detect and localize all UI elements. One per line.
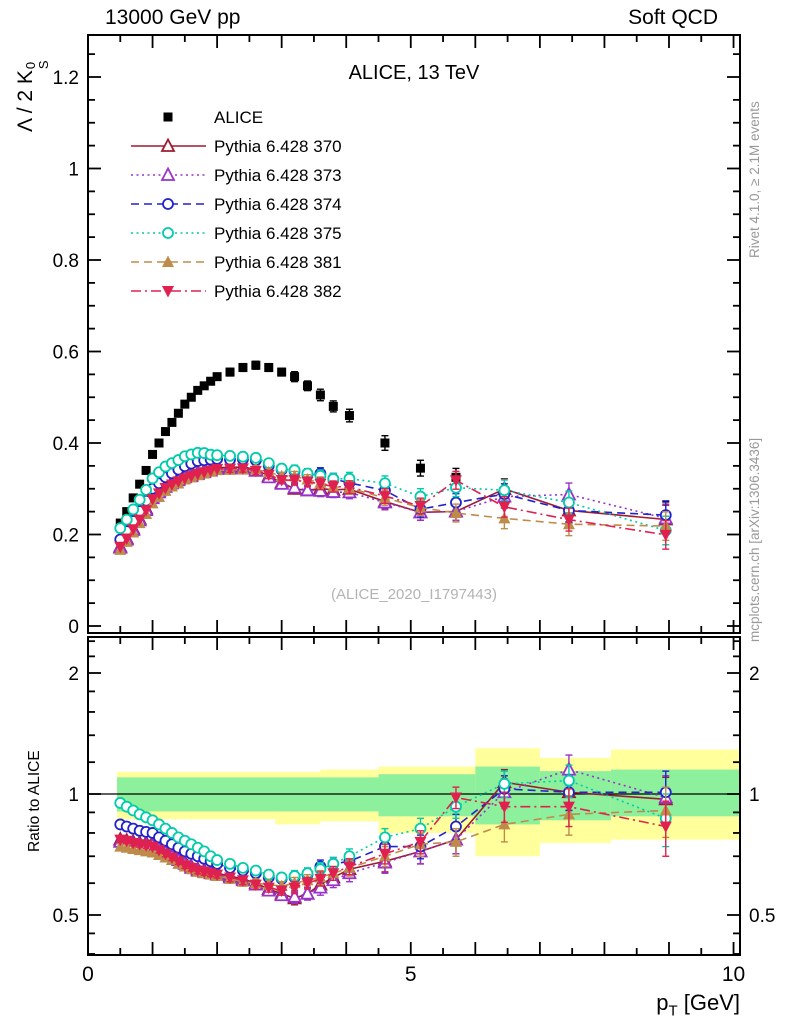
- rivet-version-note: Rivet 4.1.0, ≥ 2.1M events: [747, 101, 762, 258]
- band-green-segment: [610, 769, 740, 817]
- tick-label: Pythia 6.428 373: [214, 166, 342, 185]
- header-process-tag: Soft QCD: [628, 6, 718, 29]
- analysis-id-watermark: (ALICE_2020_I1797443): [331, 586, 497, 603]
- tick-label: ALICE: [214, 108, 263, 127]
- x-axis-label-pt: p: [656, 990, 669, 1015]
- tick-label: 10: [722, 963, 745, 986]
- x-axis-label-unit: [GeV]: [677, 990, 740, 1015]
- tick-label: 1: [749, 785, 760, 806]
- tick-label: 0.8: [53, 251, 79, 272]
- x-axis-label: pT [GeV]: [656, 990, 740, 1019]
- legend: ALICE Pythia 6.428 370 Pythia 6.428 373 Pyt…: [131, 108, 342, 301]
- tick-label: 1: [68, 785, 79, 806]
- ratio-y-axis-label: Ratio to ALICE: [26, 750, 43, 852]
- series-pythia-6428-382-main: [114, 463, 672, 554]
- tick-label: 0.5: [53, 906, 79, 927]
- series-pythia-6428-382-ratio: [114, 786, 672, 898]
- tick-label: 1.2: [53, 68, 79, 89]
- tick-label: 0: [68, 617, 79, 638]
- tick-label: 0.5: [749, 906, 775, 927]
- tick-label: 0: [82, 963, 94, 986]
- tick-label: 0.2: [53, 526, 79, 547]
- legend-item-pythia-6-428-373: Pythia 6.428 373: [131, 166, 342, 185]
- x-axis-label-sub: T: [668, 1002, 678, 1020]
- mcplots-arxiv-note: mcplots.cern.ch [arXiv:1306.3436]: [747, 437, 762, 642]
- k0s-subscript: S: [36, 60, 51, 70]
- legend-item-pythia-6-428-382: Pythia 6.428 382: [131, 282, 342, 301]
- tick-label: Pythia 6.428 374: [214, 195, 342, 214]
- legend-item-pythia-6-428-375: Pythia 6.428 375: [131, 224, 342, 243]
- tick-label: 0.4: [53, 434, 80, 455]
- series-alice-main: [115, 360, 671, 532]
- tick-label: 1: [68, 160, 79, 181]
- tick-label: 2: [749, 664, 760, 685]
- main-panel-frame: [87, 34, 741, 634]
- tick-label: Pythia 6.428 381: [214, 253, 342, 272]
- tick-label: Pythia 6.428 382: [214, 282, 342, 301]
- tick-label: Pythia 6.428 375: [214, 224, 342, 243]
- uncertainty-bands: [117, 748, 740, 857]
- plot-title: ALICE, 13 TeV: [348, 62, 480, 84]
- tick-labels: 0 0.2 0.4 0.6 0.8 1 1.2 0.5 0.5 1 1 2 2 0 5 10: [53, 68, 776, 986]
- ratio-panel-frame: [87, 636, 741, 956]
- tick-label: 5: [405, 963, 417, 986]
- legend-item-alice: ALICE: [163, 108, 263, 127]
- legend-item-pythia-6-428-381: Pythia 6.428 381: [131, 253, 342, 272]
- tick-label: 2: [68, 664, 79, 685]
- header-beam-energy: 13000 GeV pp: [105, 6, 241, 29]
- legend-item-pythia-6-428-370: Pythia 6.428 370: [131, 137, 342, 156]
- main-y-axis-label-text: Λ / 2 K: [14, 70, 37, 132]
- band-green-segment: [539, 771, 611, 821]
- tick-label: 0.6: [53, 343, 79, 364]
- tick-label: Pythia 6.428 370: [214, 137, 342, 156]
- legend-item-pythia-6-428-374: Pythia 6.428 374: [131, 195, 342, 214]
